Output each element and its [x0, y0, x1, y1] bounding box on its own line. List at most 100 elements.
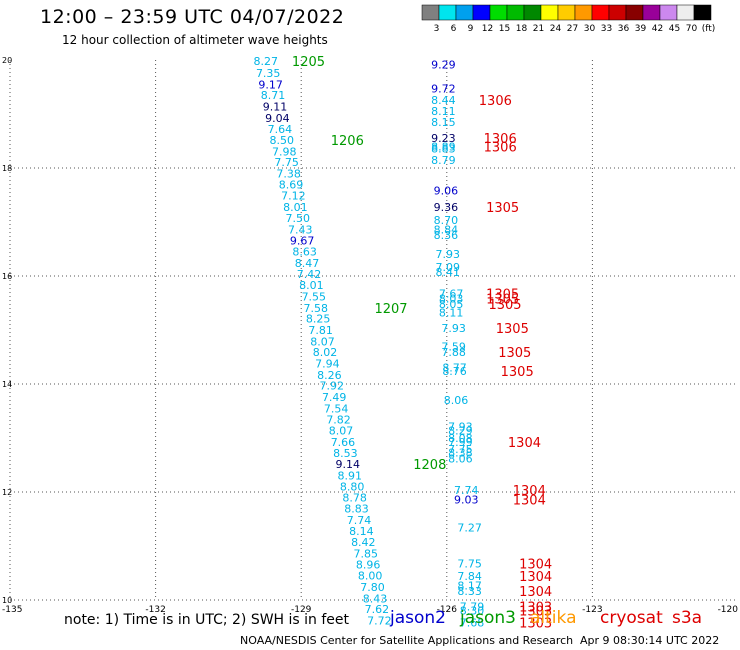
- wave-height-point: 7.75: [448, 443, 473, 456]
- chart-subtitle: 12 hour collection of altimeter wave hei…: [62, 33, 328, 47]
- wave-height-point: 7.88: [441, 346, 466, 359]
- wave-height-point: 8.11: [439, 307, 464, 320]
- track-time-label: 1304: [513, 484, 546, 499]
- colorbar-swatch: [455, 4, 474, 21]
- track-time-label: 1205: [292, 55, 325, 70]
- track-time-label: 1303: [519, 617, 552, 632]
- y-tick-label: 18: [2, 164, 12, 173]
- wave-height-point: 7.75: [457, 557, 482, 570]
- y-tick-label: 10: [2, 596, 12, 605]
- timestamp-text: Apr 9 08:30:14 UTC 2022: [580, 634, 720, 647]
- wave-height-point: 7.92: [320, 380, 345, 393]
- wave-height-point: 9.36: [434, 201, 459, 214]
- wave-height-point: 7.38: [276, 167, 301, 180]
- colorbar-label: 70: [686, 24, 698, 34]
- track-time-label: 1303: [519, 600, 552, 615]
- wave-height-point: 7.42: [297, 268, 322, 281]
- plot-axes: -135 -132 -129 -126 -123 -120 10 12 14 16 18 20: [2, 56, 738, 615]
- wave-height-point: 8.06: [448, 453, 473, 466]
- wave-height-point: 7.59: [441, 341, 466, 354]
- wave-height-point: 7.74: [454, 484, 479, 497]
- track-time-label: 1304: [519, 570, 552, 585]
- colorbar-swatch: [625, 4, 644, 21]
- track-time-label: 1306: [484, 140, 517, 155]
- x-tick-label: -126: [437, 605, 458, 615]
- wave-height-point: 8.01: [299, 279, 324, 292]
- track-time-label: 1304: [519, 557, 552, 572]
- satellite-s3a: s3a: [672, 608, 703, 628]
- wave-height-point: 7.49: [322, 391, 347, 404]
- wave-height-point: 7.72: [367, 615, 392, 628]
- wave-height-point: 7.79: [460, 600, 485, 613]
- wave-height-point: 8.42: [351, 536, 376, 549]
- wave-height-point: 8.33: [457, 585, 482, 598]
- satellite-jason2: jason2: [390, 608, 446, 628]
- y-tick-label: 14: [2, 380, 12, 389]
- track-time-label: 1304: [513, 494, 546, 509]
- colorbar-label: 21: [533, 24, 544, 34]
- track-time-label: 1305: [488, 298, 521, 313]
- wave-height-point: 7.94: [315, 357, 340, 370]
- wave-height-point: 7.58: [304, 302, 329, 315]
- colorbar-label: 36: [618, 24, 630, 34]
- track-time-label: 1206: [331, 134, 364, 149]
- y-tick-label: 12: [2, 488, 12, 497]
- wave-height-point: 8.07: [310, 335, 335, 348]
- plot-grid: [9, 60, 738, 601]
- wave-height-point: 8.80: [340, 481, 365, 494]
- wave-height-point: 9.17: [258, 78, 283, 91]
- colorbar-swatch: [421, 4, 440, 21]
- wave-height-point: 7.43: [288, 224, 313, 237]
- x-tick-label: -132: [145, 605, 165, 615]
- colorbar-swatch: [574, 4, 593, 21]
- wave-height-point: 8.02: [313, 346, 338, 359]
- wave-height-point: 8.91: [337, 469, 362, 482]
- wave-height-point: 8.41: [436, 266, 461, 279]
- wave-height-point: 8.50: [270, 134, 295, 147]
- colorbar-label: 33: [601, 24, 612, 34]
- wave-height-point: 9.14: [336, 458, 361, 471]
- wave-height-point: 8.15: [431, 116, 456, 129]
- colorbar-label: 15: [499, 24, 510, 34]
- colorbar-label: 27: [567, 24, 578, 34]
- track-time-label: 1306: [484, 132, 517, 147]
- wave-height-point: 9.03: [454, 494, 479, 507]
- wave-height-point: 8.25: [306, 313, 331, 326]
- wave-height-point: 8.07: [329, 424, 354, 437]
- wave-height-point: 8.05: [439, 298, 464, 311]
- colorbar-label: 39: [635, 24, 647, 34]
- wave-height-point: 8.30: [460, 604, 485, 617]
- wave-height-point: 8.84: [434, 224, 459, 237]
- wave-height-point: 8.26: [317, 369, 342, 382]
- wave-height-point: 8.78: [342, 491, 367, 504]
- wave-height-point: 7.09: [436, 261, 461, 274]
- track-time-label: 1208: [413, 458, 446, 473]
- wave-height-point: 9.06: [434, 185, 459, 198]
- colorbar-label: 6: [451, 24, 457, 34]
- wave-height-point: 8.17: [457, 579, 482, 592]
- data-labels: 8.277.359.178.719.119.047.648.507.987.75…: [254, 55, 553, 632]
- wave-height-point: 7.12: [281, 190, 306, 203]
- wave-height-point: 7.93: [441, 322, 466, 335]
- colorbar-label: 12: [482, 24, 493, 34]
- colorbar-swatch: [591, 4, 610, 21]
- colorbar-label: 3: [434, 24, 440, 34]
- track-time-label: 1305: [486, 293, 519, 308]
- wave-height-point: 8.36: [434, 229, 459, 242]
- x-tick-label: -123: [582, 605, 602, 615]
- track-time-label: 1207: [374, 302, 407, 317]
- wave-height-point: 8.53: [333, 447, 358, 460]
- wave-height-point: 7.55: [302, 291, 327, 304]
- track-time-label: 1305: [501, 365, 534, 380]
- wave-height-point: 8.47: [295, 257, 320, 270]
- wave-height-point: 8.01: [283, 201, 308, 214]
- colorbar-swatch: [557, 4, 576, 21]
- wave-height-point: 8.70: [434, 214, 459, 227]
- colorbar-swatch: [676, 4, 695, 21]
- wave-height-point: 9.04: [265, 112, 290, 125]
- track-time-label: 1303: [519, 604, 552, 619]
- wave-height-point: 7.35: [256, 67, 281, 80]
- wave-height-point: 7.75: [274, 156, 299, 169]
- colorbar-swatch: [506, 4, 525, 21]
